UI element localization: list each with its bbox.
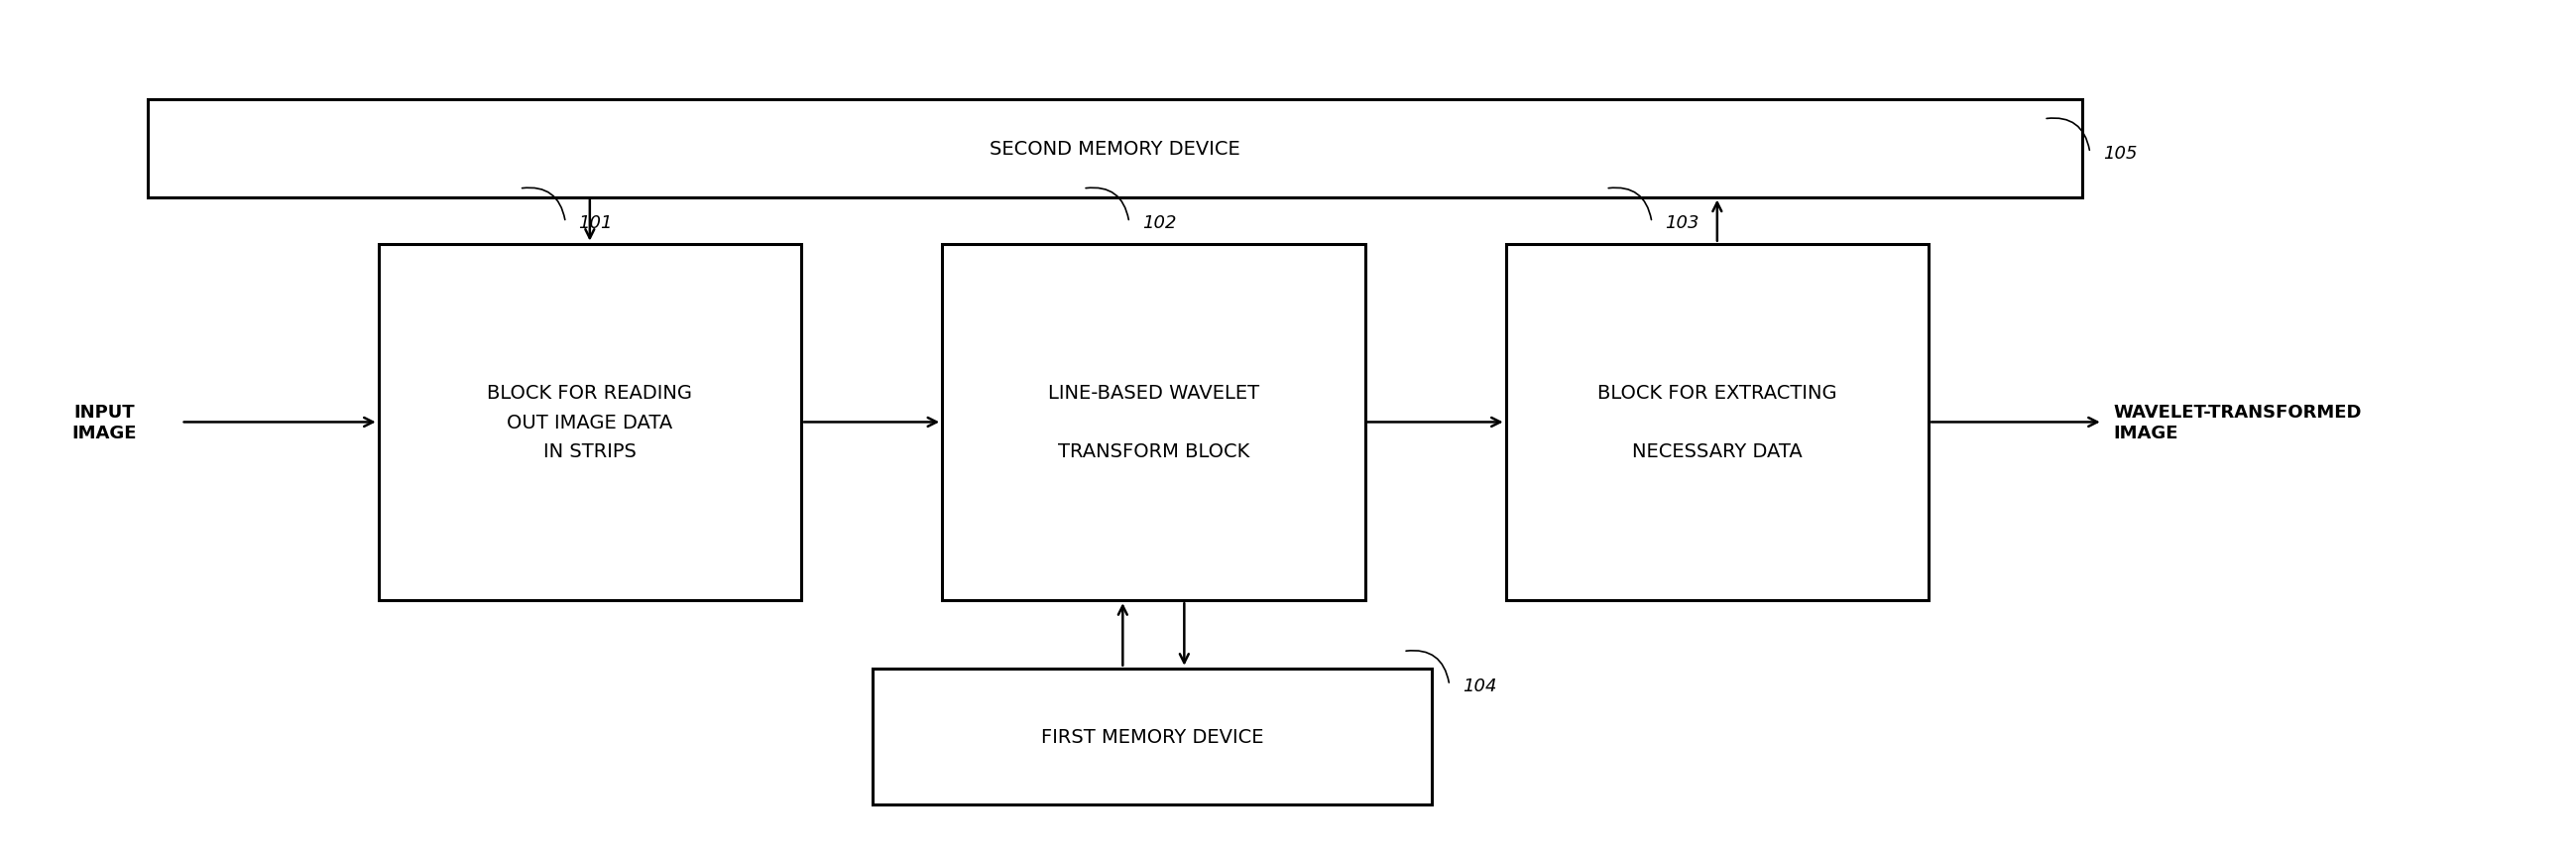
Text: 105: 105 bbox=[2102, 145, 2138, 163]
Text: 102: 102 bbox=[1141, 215, 1177, 232]
Bar bbox=[379, 245, 801, 601]
Text: BLOCK FOR EXTRACTING

NECESSARY DATA: BLOCK FOR EXTRACTING NECESSARY DATA bbox=[1597, 384, 1837, 461]
Text: LINE-BASED WAVELET

TRANSFORM BLOCK: LINE-BASED WAVELET TRANSFORM BLOCK bbox=[1048, 384, 1260, 461]
Text: INPUT
IMAGE: INPUT IMAGE bbox=[72, 403, 137, 441]
Text: BLOCK FOR READING
OUT IMAGE DATA
IN STRIPS: BLOCK FOR READING OUT IMAGE DATA IN STRI… bbox=[487, 384, 693, 461]
Text: SECOND MEMORY DEVICE: SECOND MEMORY DEVICE bbox=[989, 140, 1242, 159]
Text: 101: 101 bbox=[577, 215, 613, 232]
Bar bbox=[1507, 245, 1929, 601]
Bar bbox=[147, 100, 2081, 197]
Text: 104: 104 bbox=[1463, 677, 1497, 695]
Text: FIRST MEMORY DEVICE: FIRST MEMORY DEVICE bbox=[1041, 727, 1262, 746]
Text: 103: 103 bbox=[1664, 215, 1698, 232]
Text: WAVELET-TRANSFORMED
IMAGE: WAVELET-TRANSFORMED IMAGE bbox=[2112, 403, 2362, 441]
Bar bbox=[873, 669, 1432, 804]
Bar bbox=[943, 245, 1365, 601]
